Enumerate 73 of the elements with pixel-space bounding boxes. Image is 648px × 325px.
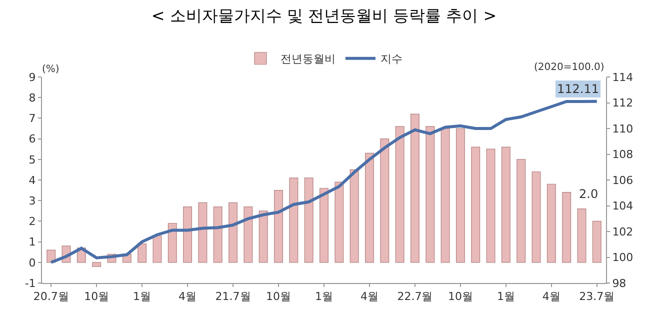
x-tick-label: 10월 (266, 290, 292, 304)
data-label: 112.11 (557, 82, 599, 96)
y-tick-label: 2 (28, 215, 36, 228)
x-tick-label: 4월 (178, 290, 197, 304)
bar (228, 202, 238, 263)
bar (546, 184, 556, 263)
bar (350, 169, 359, 263)
chart-title: < 소비자물가지수 및 전년동월비 등락률 추이 > (151, 6, 497, 25)
x-tick-label: 4월 (542, 290, 560, 304)
x-tick-label: 1월 (496, 290, 515, 304)
y2-tick-label: 100 (612, 251, 634, 264)
y-tick-label: 8 (28, 91, 36, 104)
x-tick-label: 23.7월 (579, 290, 615, 304)
y2-tick-label: 98 (612, 276, 626, 290)
bar (592, 220, 602, 263)
bar (183, 206, 192, 263)
y-tick-label: 3 (28, 194, 36, 208)
y2-axis-title: (2020=100.0) (534, 62, 604, 73)
bar (440, 128, 450, 263)
bar (426, 126, 435, 263)
y-tick-label: 7 (28, 112, 36, 126)
bar (501, 146, 510, 263)
bar (304, 178, 314, 263)
legend-label: 전년동월비 (280, 52, 336, 66)
bar (471, 146, 480, 263)
bar (334, 182, 344, 263)
x-tick-label: 10월 (448, 290, 473, 304)
y-tick-label: 6 (28, 132, 36, 146)
bar (577, 208, 586, 263)
y2-tick-label: 108 (612, 148, 634, 162)
y2-tick-label: 104 (612, 200, 634, 213)
data-label: 2.0 (579, 187, 598, 201)
bar (380, 138, 390, 263)
legend-label: 지수 (380, 52, 402, 66)
y-tick-label: -1 (24, 276, 36, 290)
x-tick-label: 1월 (315, 290, 333, 304)
bar (395, 126, 404, 263)
line-series (50, 100, 598, 264)
x-tick-label: 20.7월 (33, 290, 69, 304)
x-tick-label: 10월 (84, 290, 110, 304)
bar (456, 128, 465, 263)
bar (365, 152, 374, 263)
y2-tick-label: 110 (612, 122, 634, 136)
bar (244, 206, 253, 263)
y-tick-label: 4 (28, 174, 36, 187)
y2-tick-label: 114 (612, 70, 634, 84)
x-tick-label: 22.7월 (397, 290, 433, 304)
y-tick-label: 1 (28, 236, 36, 249)
bar (92, 262, 102, 267)
y-tick-label: 9 (28, 70, 36, 84)
y2-tick-label: 112 (612, 96, 634, 110)
y-axis-title: (%) (42, 64, 60, 75)
x-tick-label: 1월 (133, 290, 152, 304)
x-tick-label: 4월 (360, 290, 378, 304)
bar (562, 192, 572, 263)
bar (274, 190, 283, 263)
bar (152, 235, 162, 263)
bar (410, 114, 420, 263)
bar (168, 222, 177, 263)
y2-tick-label: 106 (612, 174, 634, 187)
bar (289, 178, 298, 263)
x-tick-label: 21.7월 (215, 290, 251, 304)
bar (320, 188, 328, 263)
bar (258, 210, 268, 263)
bar (532, 171, 541, 263)
bar (213, 206, 222, 263)
bar (486, 148, 496, 263)
bar (198, 202, 208, 263)
y-tick-label: 5 (28, 153, 36, 166)
bar (516, 159, 526, 263)
bar (138, 244, 147, 263)
y-tick-label: 0 (28, 256, 36, 270)
y2-tick-label: 102 (612, 225, 634, 238)
